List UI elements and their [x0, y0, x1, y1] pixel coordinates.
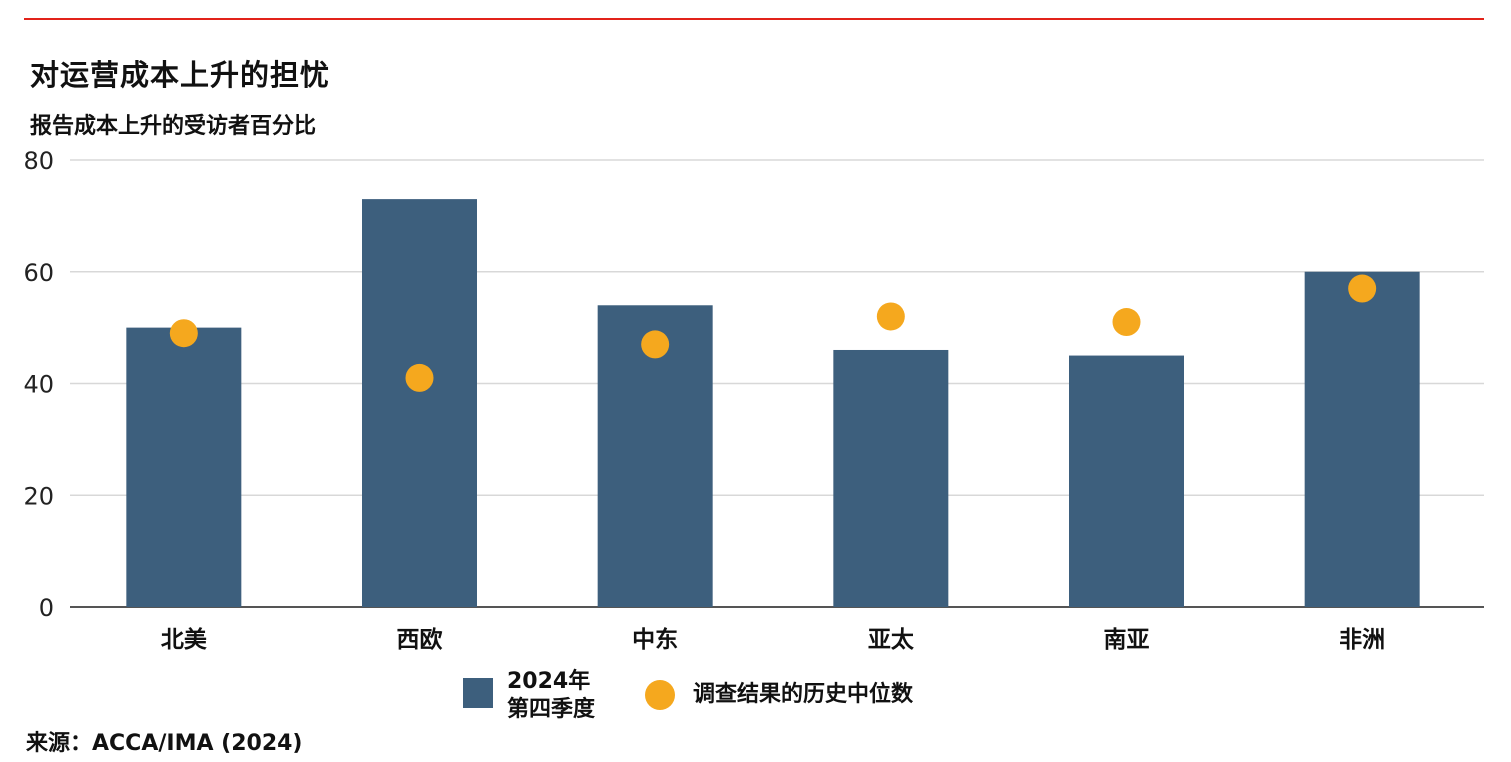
legend-dot-label: 调查结果的历史中位数: [693, 682, 914, 707]
bar-6: [1304, 271, 1420, 607]
x-category-label: 南亚: [1104, 627, 1150, 653]
legend-item-bar: 2024年 第四季度: [463, 668, 595, 724]
chart-title: 对运营成本上升的担忧: [30, 58, 331, 92]
x-category-label: 北美: [161, 626, 207, 653]
y-tick-label: 0: [39, 594, 54, 622]
y-tick-label: 60: [23, 259, 54, 287]
top-red-rule: [24, 18, 1484, 20]
legend-bar-swatch: [463, 678, 493, 708]
bar-1: [126, 327, 242, 607]
source-note: 来源：ACCA/IMA (2024): [26, 731, 303, 756]
median-dot-6: [1348, 274, 1377, 303]
median-dot-1: [169, 319, 198, 348]
y-tick-label: 20: [23, 482, 54, 510]
bar-5: [1069, 355, 1184, 607]
legend-item-dot: 调查结果的历史中位数: [645, 680, 913, 710]
y-tick-label: 40: [23, 371, 54, 399]
median-dot-3: [641, 330, 670, 359]
legend-dot-swatch: [645, 680, 676, 710]
legend: 2024年 第四季度 调查结果的历史中位数: [463, 668, 913, 724]
chart-subtitle: 报告成本上升的受访者百分比: [30, 114, 317, 139]
x-category-label: 西欧: [397, 627, 443, 653]
bar-4: [833, 349, 949, 607]
bar-chart: 0 20 40 60 80 北美 西欧 中东 亚太 南亚 非洲: [23, 147, 1484, 653]
bar-2: [362, 199, 477, 608]
median-dot-5: [1112, 308, 1141, 337]
x-category-label: 亚太: [868, 627, 915, 653]
x-category-label: 非洲: [1339, 627, 1385, 653]
median-dot-2: [405, 363, 434, 392]
y-tick-label: 80: [23, 147, 54, 175]
median-dot-4: [876, 302, 905, 331]
legend-bar-label: 2024年 第四季度: [507, 669, 596, 722]
x-category-label: 中东: [632, 626, 678, 653]
